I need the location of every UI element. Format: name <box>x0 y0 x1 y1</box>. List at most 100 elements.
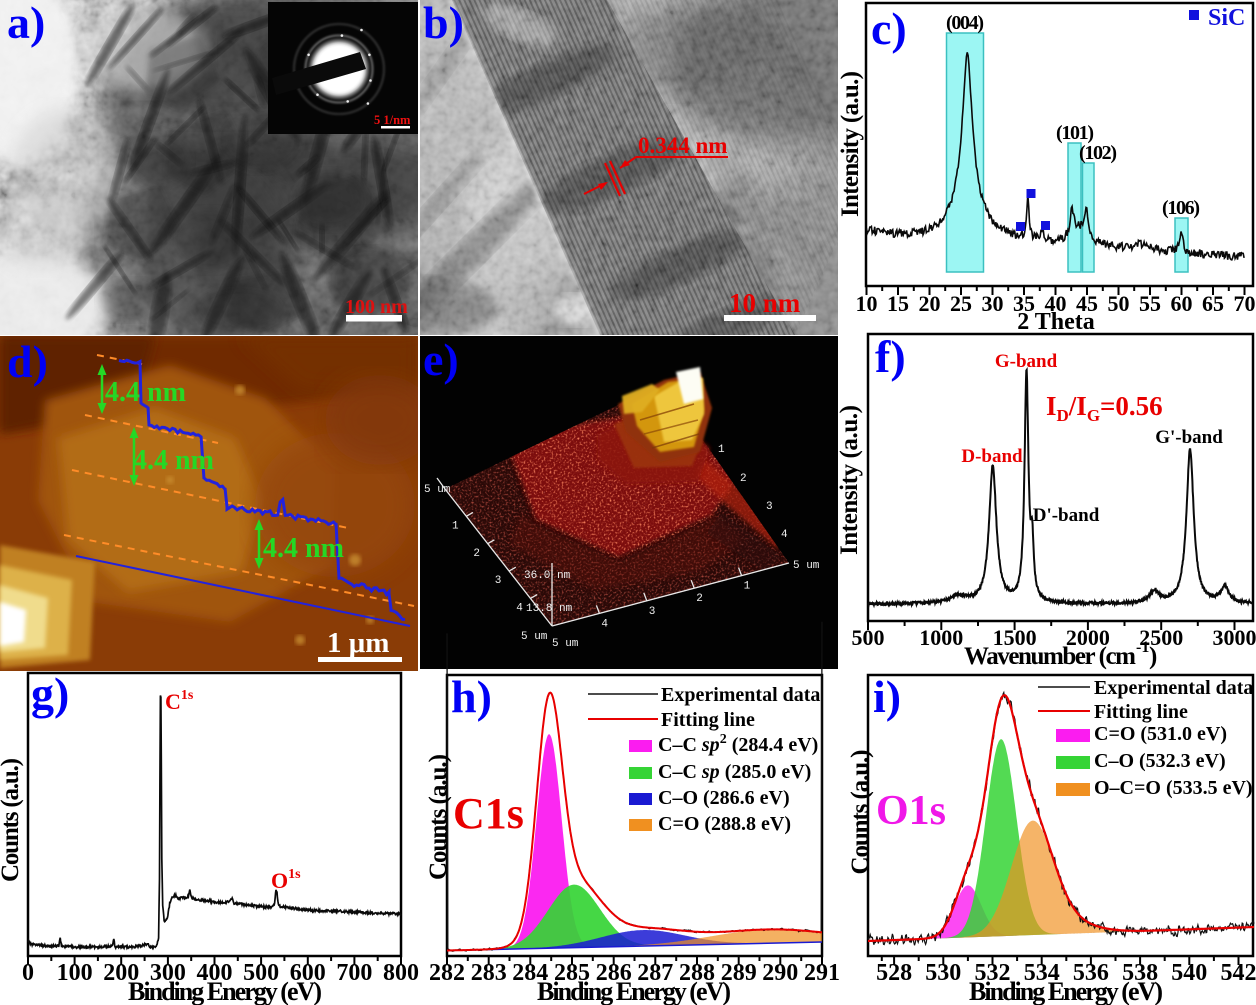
svg-text:400: 400 <box>197 960 233 986</box>
svg-text:2000: 2000 <box>1066 625 1110 650</box>
svg-text:536: 536 <box>1073 960 1109 986</box>
svg-text:50: 50 <box>1108 291 1130 316</box>
svg-text:O–C=O (533.5 eV): O–C=O (533.5 eV) <box>1094 777 1253 799</box>
svg-text:C1s: C1s <box>453 789 524 838</box>
svg-text:SiC: SiC <box>1208 5 1245 31</box>
svg-text:4.4 nm: 4.4 nm <box>263 533 344 564</box>
svg-text:20: 20 <box>919 291 941 316</box>
svg-text:Fitting line: Fitting line <box>661 709 755 731</box>
svg-text:283: 283 <box>471 960 507 986</box>
svg-text:36.0 nm: 36.0 nm <box>524 570 571 582</box>
svg-text:O1s: O1s <box>271 867 301 893</box>
svg-text:13.8 nm: 13.8 nm <box>526 603 573 615</box>
svg-text:D-band: D-band <box>961 446 1023 467</box>
svg-text:2: 2 <box>473 548 480 560</box>
svg-text:1 μm: 1 μm <box>327 627 389 659</box>
svg-text:1: 1 <box>452 520 459 532</box>
svg-text:(102): (102) <box>1079 142 1117 164</box>
svg-text:528: 528 <box>876 960 912 986</box>
svg-text:10 nm: 10 nm <box>729 288 801 318</box>
svg-text:200: 200 <box>103 960 139 986</box>
svg-text:Experimental data: Experimental data <box>1094 677 1253 699</box>
svg-text:300: 300 <box>150 960 186 986</box>
svg-text:(004): (004) <box>946 12 984 34</box>
svg-text:35: 35 <box>1013 291 1035 316</box>
svg-text:h): h) <box>451 671 492 722</box>
svg-text:1: 1 <box>718 444 725 456</box>
svg-text:287: 287 <box>637 960 673 986</box>
svg-text:(101): (101) <box>1056 122 1094 144</box>
svg-text:d): d) <box>7 336 48 387</box>
svg-text:2500: 2500 <box>1139 625 1183 650</box>
svg-text:3: 3 <box>495 575 502 587</box>
svg-text:D'-band: D'-band <box>1033 505 1100 526</box>
svg-text:Binding Energy (eV): Binding Energy (eV) <box>537 977 731 1005</box>
svg-text:4: 4 <box>781 529 788 541</box>
svg-text:5 1/nm: 5 1/nm <box>374 113 411 127</box>
svg-text:): ) <box>1149 643 1157 670</box>
svg-text:282: 282 <box>429 960 465 986</box>
svg-text:3: 3 <box>649 606 656 618</box>
svg-text:25: 25 <box>950 291 972 316</box>
svg-text:i): i) <box>873 671 901 722</box>
svg-text:Binding Energy (eV): Binding Energy (eV) <box>128 977 322 1005</box>
svg-text:b): b) <box>423 0 464 48</box>
svg-text:5 um: 5 um <box>424 484 451 496</box>
svg-text:542: 542 <box>1221 960 1256 986</box>
svg-text:Counts (a.u.): Counts (a.u.) <box>847 750 874 875</box>
svg-text:5 um: 5 um <box>793 560 820 572</box>
svg-text:C=O (288.8 eV): C=O (288.8 eV) <box>658 813 791 835</box>
svg-text:700: 700 <box>336 960 372 986</box>
svg-text:530: 530 <box>925 960 961 986</box>
svg-text:Experimental data: Experimental data <box>661 684 820 706</box>
svg-text:5 um: 5 um <box>552 638 579 650</box>
svg-text:5 um: 5 um <box>521 631 548 643</box>
svg-text:C–O (286.6 eV): C–O (286.6 eV) <box>658 787 790 809</box>
svg-text:2: 2 <box>740 473 747 485</box>
svg-text:0.344 nm: 0.344 nm <box>638 133 727 158</box>
svg-text:4: 4 <box>601 618 608 630</box>
svg-text:Wavenumber (cm: Wavenumber (cm <box>964 643 1136 670</box>
svg-text:290: 290 <box>762 960 798 986</box>
svg-text:-1: -1 <box>1136 639 1149 656</box>
svg-text:500: 500 <box>852 625 885 650</box>
svg-text:15: 15 <box>887 291 909 316</box>
svg-text:Binding Energy (eV): Binding Energy (eV) <box>969 977 1163 1005</box>
svg-text:291: 291 <box>804 960 840 986</box>
svg-text:3: 3 <box>766 501 773 513</box>
svg-text:1000: 1000 <box>919 625 963 650</box>
svg-text:45: 45 <box>1076 291 1098 316</box>
svg-text:540: 540 <box>1171 960 1207 986</box>
svg-text:C–C sp2 (284.4 eV): C–C sp2 (284.4 eV) <box>658 732 818 756</box>
svg-text:3000: 3000 <box>1213 625 1256 650</box>
svg-text:538: 538 <box>1122 960 1158 986</box>
svg-text:284: 284 <box>512 960 548 986</box>
svg-text:Counts (a.u.): Counts (a.u.) <box>0 758 24 882</box>
svg-text:a): a) <box>7 0 45 48</box>
svg-text:0: 0 <box>22 960 34 986</box>
svg-text:55: 55 <box>1139 291 1161 316</box>
svg-text:534: 534 <box>1024 960 1060 986</box>
svg-text:G'-band: G'-band <box>1155 427 1223 448</box>
svg-text:65: 65 <box>1202 291 1224 316</box>
svg-text:532: 532 <box>975 960 1011 986</box>
svg-text:288: 288 <box>679 960 715 986</box>
svg-text:f): f) <box>875 331 906 382</box>
svg-text:O1s: O1s <box>876 788 946 834</box>
svg-text:285: 285 <box>554 960 590 986</box>
svg-text:289: 289 <box>721 960 757 986</box>
svg-text:286: 286 <box>596 960 632 986</box>
svg-text:C–C sp (285.0 eV): C–C sp (285.0 eV) <box>658 761 811 783</box>
svg-text:100: 100 <box>57 960 93 986</box>
svg-text:(106): (106) <box>1162 197 1200 219</box>
svg-text:Intensity (a.u.): Intensity (a.u.) <box>836 405 863 555</box>
svg-text:e): e) <box>423 334 459 385</box>
svg-text:40: 40 <box>1045 291 1067 316</box>
svg-text:Counts (a.u.): Counts (a.u.) <box>425 754 452 880</box>
svg-text:Intensity (a.u.): Intensity (a.u.) <box>837 71 864 217</box>
svg-text:2 Theta: 2 Theta <box>1017 309 1095 335</box>
svg-text:60: 60 <box>1171 291 1193 316</box>
svg-text:G-band: G-band <box>995 351 1058 372</box>
svg-text:g): g) <box>31 668 69 719</box>
svg-text:600: 600 <box>290 960 326 986</box>
